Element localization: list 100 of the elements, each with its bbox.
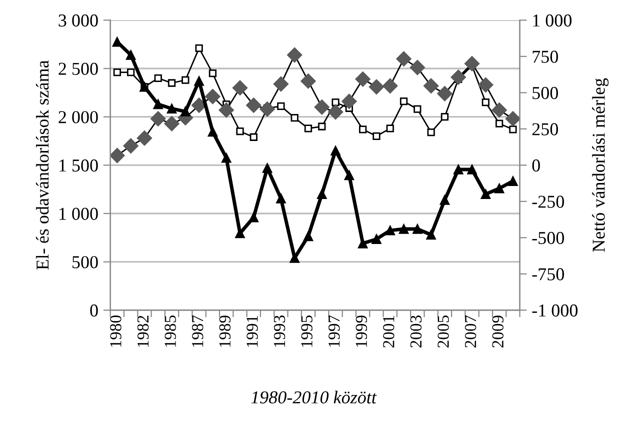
x-tick-label: 2009 bbox=[492, 316, 504, 348]
point bbox=[509, 126, 517, 134]
x-tick-label: 1985 bbox=[164, 316, 176, 347]
point bbox=[412, 224, 422, 234]
point bbox=[314, 100, 330, 115]
y2-tick-label: 250 bbox=[532, 123, 558, 136]
point bbox=[427, 128, 435, 136]
point bbox=[180, 106, 190, 116]
point bbox=[246, 98, 262, 113]
x-tick-label: 2003 bbox=[410, 316, 422, 348]
point bbox=[287, 47, 302, 63]
point bbox=[454, 164, 464, 174]
point bbox=[396, 51, 412, 66]
point bbox=[205, 88, 220, 104]
point bbox=[317, 189, 327, 200]
point bbox=[450, 70, 466, 85]
point bbox=[344, 170, 354, 180]
point bbox=[127, 68, 135, 76]
y2-tick-label: 500 bbox=[532, 86, 558, 100]
y2-tick-label: -250 bbox=[532, 196, 564, 208]
y-tick-label: 2 500 bbox=[58, 62, 98, 75]
point bbox=[358, 238, 368, 248]
point bbox=[221, 153, 232, 163]
x-tick-label: 2005 bbox=[438, 316, 449, 348]
point bbox=[342, 94, 357, 109]
point bbox=[437, 86, 452, 102]
point bbox=[153, 99, 163, 110]
point bbox=[318, 122, 326, 130]
point bbox=[110, 148, 125, 164]
point bbox=[250, 133, 258, 141]
point bbox=[480, 189, 491, 200]
point bbox=[290, 114, 298, 122]
point bbox=[166, 104, 177, 114]
point bbox=[273, 76, 289, 92]
point bbox=[236, 128, 244, 136]
y2-tick-label: -1 000 bbox=[532, 304, 578, 317]
point bbox=[440, 195, 450, 205]
x-tick-label: 1997 bbox=[328, 315, 340, 347]
point bbox=[495, 120, 504, 128]
y-tick-label: 1 000 bbox=[60, 208, 98, 220]
x-tick-label: 1982 bbox=[137, 316, 149, 347]
point bbox=[467, 164, 477, 174]
point bbox=[113, 68, 121, 76]
point bbox=[208, 126, 218, 137]
point bbox=[126, 50, 136, 60]
point bbox=[208, 70, 217, 78]
y2-tick-label: -500 bbox=[532, 232, 564, 244]
point bbox=[372, 234, 382, 244]
point bbox=[168, 79, 176, 87]
point bbox=[276, 194, 286, 204]
point bbox=[368, 79, 384, 94]
point bbox=[277, 102, 285, 110]
point bbox=[182, 76, 190, 84]
y2-tick-label: 1 000 bbox=[533, 14, 572, 27]
point bbox=[194, 76, 204, 86]
point bbox=[330, 146, 340, 156]
point bbox=[232, 80, 248, 96]
point bbox=[195, 44, 203, 52]
point bbox=[426, 230, 436, 240]
point bbox=[300, 73, 316, 89]
point bbox=[492, 102, 507, 118]
point bbox=[290, 253, 300, 263]
point bbox=[494, 184, 504, 194]
x-tick-label: 2001 bbox=[383, 316, 394, 348]
x-axis-title: 1980-2010 között bbox=[251, 390, 377, 404]
point bbox=[385, 226, 395, 236]
point bbox=[478, 77, 494, 92]
y-axis-title: El- és odavándorlások száma bbox=[36, 60, 49, 270]
y-tick-label: 1 500 bbox=[60, 159, 98, 172]
point bbox=[260, 102, 275, 117]
point bbox=[386, 124, 394, 132]
point bbox=[482, 98, 490, 106]
x-tick-label: 1980 bbox=[110, 316, 122, 347]
point bbox=[218, 102, 234, 118]
x-tick-label: 2007 bbox=[464, 315, 476, 348]
point bbox=[123, 138, 138, 154]
point bbox=[164, 116, 180, 132]
x-tick-label: 1993 bbox=[274, 316, 286, 347]
point bbox=[332, 98, 340, 106]
y-tick-label: 3 000 bbox=[58, 14, 98, 27]
point bbox=[464, 56, 480, 72]
point bbox=[508, 176, 518, 186]
point bbox=[303, 231, 314, 242]
x-tick-label: 1989 bbox=[219, 316, 231, 347]
point bbox=[372, 132, 380, 140]
x-tick-label: 1987 bbox=[192, 315, 204, 347]
point bbox=[355, 72, 370, 87]
point bbox=[359, 126, 367, 134]
y2-tick-label: -750 bbox=[532, 268, 564, 280]
y-tick-label: 500 bbox=[72, 256, 98, 268]
point bbox=[328, 104, 344, 120]
point bbox=[262, 163, 272, 173]
point bbox=[424, 78, 439, 94]
point bbox=[398, 224, 409, 234]
point bbox=[505, 111, 520, 126]
y2-axis-title: Nettó vándorlási mérleg bbox=[592, 78, 609, 252]
point bbox=[440, 113, 449, 121]
point bbox=[400, 98, 408, 106]
point bbox=[304, 124, 312, 132]
point bbox=[410, 60, 425, 76]
